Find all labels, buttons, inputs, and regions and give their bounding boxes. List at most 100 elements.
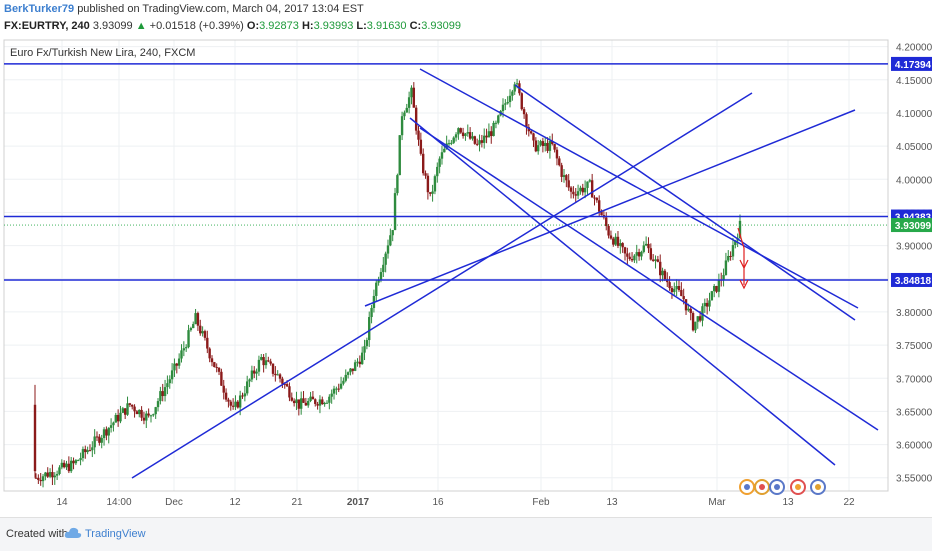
y-tick-label: 4.10000: [896, 109, 932, 120]
candle-body: [311, 396, 315, 400]
candle-body: [88, 450, 92, 452]
x-axis: 14 14:00 Dec 12 21 2017 16 Feb 13 Mar 13 22: [56, 497, 855, 508]
candle-body: [562, 175, 566, 177]
candle-body: [654, 259, 657, 261]
candle-body: [504, 103, 507, 105]
candle-body: [377, 280, 380, 283]
candle-body: [565, 175, 568, 181]
candle-body: [492, 122, 495, 137]
candle-body: [159, 391, 162, 402]
candle-body: [508, 95, 512, 103]
candle-body: [154, 407, 157, 415]
y-tick-label: 4.15000: [896, 76, 932, 87]
candle-body: [142, 417, 146, 421]
y-tick-label: 3.65000: [896, 407, 932, 418]
candle-body: [393, 193, 397, 231]
candle-body: [246, 381, 249, 394]
candle-body: [192, 324, 195, 329]
candle-body: [321, 399, 324, 405]
trend-line: [514, 84, 856, 321]
y-tick-label: 3.60000: [896, 441, 932, 452]
candle-body: [574, 194, 577, 196]
price-label-text: 4.17394: [895, 60, 932, 71]
candle-body: [414, 107, 418, 131]
x-tick-label: Feb: [532, 497, 550, 508]
candle-body: [731, 245, 735, 257]
candle-body: [145, 413, 148, 421]
last-price: 3.93099: [92, 20, 133, 32]
candle-body: [307, 401, 310, 406]
author-name[interactable]: BerkTurker79: [4, 3, 75, 15]
tradingview-link[interactable]: TradingView: [85, 528, 146, 540]
candle-body: [581, 187, 584, 193]
candle-body: [553, 144, 556, 150]
candle-body: [659, 261, 662, 276]
event-icons[interactable]: [739, 479, 826, 495]
candle-body: [41, 476, 45, 482]
candle-body: [651, 259, 655, 261]
candle-body: [443, 148, 446, 153]
candle-body: [339, 383, 343, 389]
trend-lines[interactable]: [4, 63, 888, 479]
price-label-text: 3.94383: [895, 213, 932, 224]
candle-body: [346, 372, 350, 375]
candle-body: [677, 286, 681, 291]
candle-body: [438, 158, 441, 167]
candle-body: [46, 472, 49, 477]
candle-body: [419, 139, 423, 154]
candle-body: [135, 411, 139, 415]
candle-body: [203, 331, 207, 338]
candle-body: [95, 436, 99, 438]
y-tick-label: 4.00000: [896, 175, 932, 186]
candle-body: [417, 130, 420, 140]
candle-body: [260, 357, 263, 360]
candle-body: [365, 340, 369, 347]
candle-body: [436, 166, 439, 177]
x-tick-label: 14:00: [106, 497, 131, 508]
candle-body: [614, 236, 617, 245]
candle-body: [400, 116, 404, 136]
candle-body: [295, 399, 298, 404]
candle-body: [541, 141, 545, 146]
price-chart[interactable]: Euro Fx/Turkish New Lira, 240, FXCM 4.20…: [0, 38, 932, 517]
candle-body: [480, 140, 484, 143]
candle-body: [189, 328, 193, 331]
close-label: C:: [409, 20, 422, 32]
candle-body: [368, 317, 371, 341]
candle-body: [222, 385, 225, 393]
candle-body: [628, 256, 631, 260]
candle-body: [107, 427, 110, 436]
header-title-line: BerkTurker79 published on TradingView.co…: [4, 3, 364, 15]
candle-body: [241, 395, 244, 397]
candle-body: [485, 135, 488, 138]
candle-body: [431, 191, 434, 194]
candle-body: [384, 253, 387, 265]
candle-body: [292, 400, 296, 404]
symbol-info-line: FX:EURTRY, 240 3.93099 ▲ +0.01518 (+0.39…: [4, 20, 461, 32]
trend-line: [409, 117, 836, 466]
tradingview-cloud-icon: [64, 527, 82, 538]
candle-body: [520, 93, 523, 110]
candle-body: [173, 363, 176, 371]
candle-body: [506, 102, 509, 104]
candle-body: [630, 259, 634, 261]
candle-body: [642, 245, 645, 252]
candle-body: [262, 357, 265, 366]
candle-body: [152, 414, 155, 416]
candle-body: [696, 316, 699, 322]
candle-body: [149, 415, 153, 417]
grid: [4, 40, 888, 491]
candle-body: [734, 240, 737, 246]
candle-body: [123, 408, 127, 415]
candle-body: [619, 243, 622, 246]
x-tick-label: 22: [843, 497, 855, 508]
candle-body: [236, 401, 240, 408]
candle-body: [264, 360, 268, 366]
candle-body: [48, 472, 52, 477]
open-label: O:: [246, 20, 260, 32]
price-label-text: 3.84818: [895, 276, 932, 287]
candle-body: [386, 245, 390, 254]
candle-body: [208, 348, 211, 359]
candle-body: [391, 230, 394, 236]
candle-body: [471, 136, 474, 139]
